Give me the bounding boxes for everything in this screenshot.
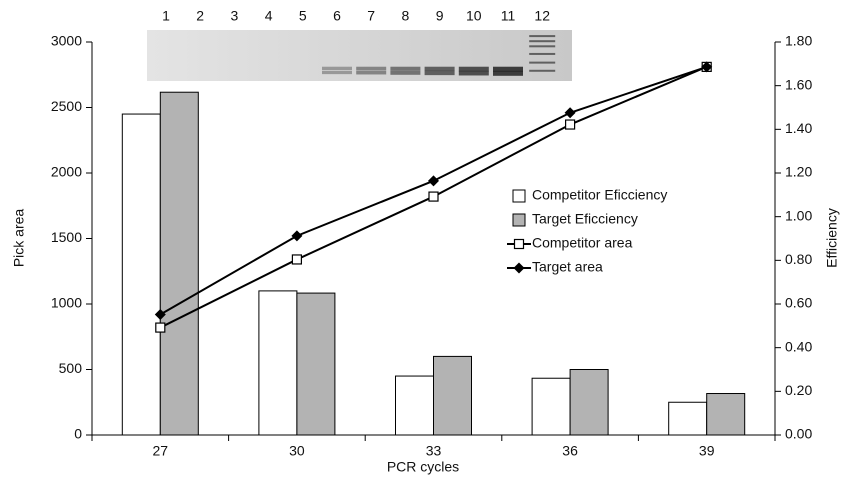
gel-band <box>356 71 386 75</box>
x-tick-label: 36 <box>562 443 578 459</box>
point <box>292 255 301 264</box>
gel-lane-label: 12 <box>534 8 550 24</box>
chart: PCR cycles Pick area Efficiency 12345678… <box>0 0 846 484</box>
gel-band <box>322 67 352 70</box>
point <box>291 230 302 241</box>
page: PCR cycles Pick area Efficiency 12345678… <box>0 0 846 484</box>
y2-tick-label: 0.00 <box>785 426 812 442</box>
gel-band <box>493 71 523 76</box>
gel-band <box>390 67 420 71</box>
y-axis-title: Pick area <box>11 209 27 268</box>
legend-label: Competitor Eficciency <box>532 187 667 203</box>
y-tick-label: 500 <box>59 360 83 376</box>
y2-tick-label: 0.40 <box>785 338 812 354</box>
point <box>565 107 576 118</box>
legend-label: Target area <box>532 259 603 275</box>
y2-tick-label: 1.00 <box>785 207 812 223</box>
gel-ladder <box>529 35 555 37</box>
gel-ladder <box>529 62 555 64</box>
gel-lane-label: 6 <box>333 8 341 24</box>
y2-tick-label: 1.80 <box>785 33 812 49</box>
bar <box>707 394 745 435</box>
x-tick-label: 33 <box>426 443 442 459</box>
y2-tick-label: 0.80 <box>785 251 812 267</box>
gel-lane-label: 4 <box>265 8 273 24</box>
bar <box>570 370 608 436</box>
bar <box>122 114 160 435</box>
bar <box>434 356 472 435</box>
y2-tick-label: 1.60 <box>785 76 812 92</box>
x-axis-title: PCR cycles <box>387 459 459 475</box>
y-tick-label: 2500 <box>51 98 82 114</box>
bar <box>297 293 335 435</box>
legend-swatch <box>513 190 525 202</box>
y-tick-label: 1000 <box>51 295 82 311</box>
legend-marker <box>515 240 524 249</box>
y-tick-label: 1500 <box>51 229 82 245</box>
gel-ladder <box>529 40 555 42</box>
gel-band <box>356 67 386 71</box>
gel-lane-label: 7 <box>367 8 375 24</box>
gel-lane-label: 1 <box>162 8 170 24</box>
legend-label: Competitor area <box>532 235 633 251</box>
gel-band <box>390 71 420 75</box>
legend-swatch <box>513 214 525 226</box>
gel-lane-label: 2 <box>196 8 204 24</box>
x-tick-label: 30 <box>289 443 305 459</box>
bar <box>259 291 297 435</box>
point <box>156 323 165 332</box>
gel-ladder <box>529 53 555 55</box>
x-tick-label: 39 <box>699 443 715 459</box>
gel-lane-label: 3 <box>231 8 239 24</box>
x-tick-label: 27 <box>153 443 169 459</box>
bar <box>669 402 707 435</box>
y2-tick-label: 1.40 <box>785 120 812 136</box>
point <box>429 192 438 201</box>
gel-ladder <box>529 70 555 72</box>
gel-band <box>459 67 489 72</box>
gel-lane-label: 10 <box>466 8 482 24</box>
gel-band <box>425 71 455 75</box>
gel-lane-label: 11 <box>501 8 516 24</box>
legend-label: Target Eficciency <box>532 211 638 227</box>
gel-ladder <box>529 45 555 47</box>
y-tick-label: 3000 <box>51 33 82 49</box>
bar <box>532 378 570 435</box>
gel-band <box>425 67 455 71</box>
point <box>566 120 575 129</box>
y2-tick-label: 0.20 <box>785 382 812 398</box>
bar <box>396 376 434 435</box>
gel-lane-label: 5 <box>299 8 307 24</box>
gel-band <box>459 71 489 76</box>
y-tick-label: 2000 <box>51 164 82 180</box>
y2-tick-label: 1.20 <box>785 164 812 180</box>
gel-lane-label: 9 <box>436 8 444 24</box>
gel-band <box>322 71 352 74</box>
y2-tick-label: 0.60 <box>785 295 812 311</box>
y2-axis-title: Efficiency <box>824 208 840 268</box>
legend-marker <box>514 263 525 274</box>
gel-lane-label: 8 <box>402 8 410 24</box>
y-tick-label: 0 <box>74 426 82 442</box>
point <box>428 175 439 186</box>
bar <box>160 92 198 435</box>
